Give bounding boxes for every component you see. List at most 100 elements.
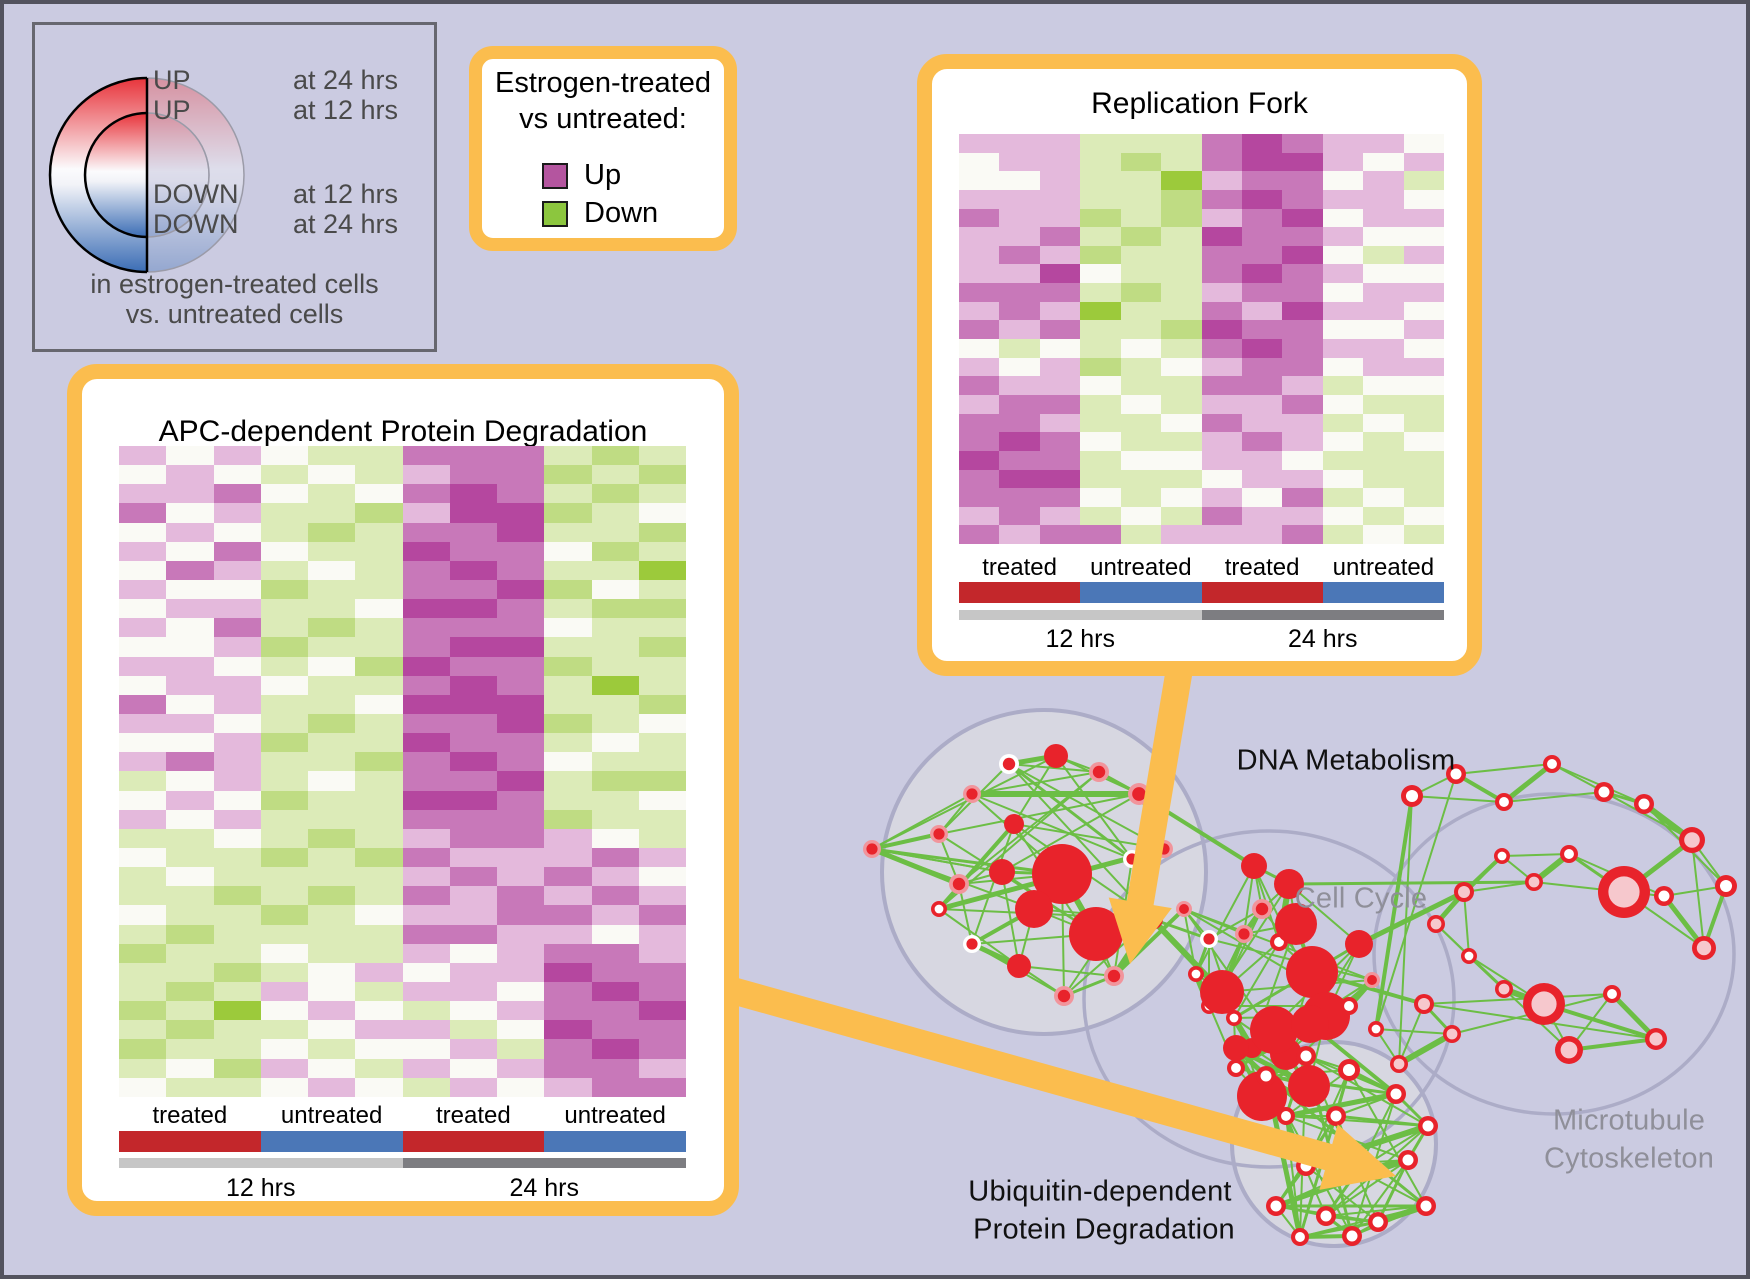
network-node xyxy=(1390,1088,1402,1100)
heatmap-cell xyxy=(999,227,1040,246)
heatmap-cell xyxy=(959,283,1000,302)
heatmap-cell xyxy=(999,357,1040,377)
heatmap-cell xyxy=(119,1077,167,1097)
heatmap-cell xyxy=(1201,283,1242,302)
heatmap-cell xyxy=(999,134,1040,153)
heatmap-cell xyxy=(999,283,1040,302)
heatmap-cell xyxy=(1363,488,1404,507)
heatmap-cell xyxy=(591,790,639,810)
network-node xyxy=(1497,851,1507,861)
heatmap-cell xyxy=(308,522,356,542)
heatmap-cell xyxy=(999,450,1040,470)
network-node xyxy=(1371,1024,1381,1034)
group-label: treated xyxy=(152,1102,228,1129)
heatmap-cell xyxy=(1403,432,1445,451)
heatmap-cell xyxy=(1161,394,1202,414)
heatmap-cell xyxy=(544,1001,592,1021)
heatmap-cell xyxy=(1322,301,1364,321)
network-node xyxy=(1229,1013,1239,1023)
heatmap-cell xyxy=(638,618,686,638)
heatmap-cell xyxy=(166,503,214,523)
cluster-microtubule xyxy=(1372,792,1736,1116)
heatmap-cell xyxy=(1403,413,1445,433)
heatmap-cell xyxy=(497,503,545,523)
heatmap-cell xyxy=(1201,171,1242,190)
network-node xyxy=(1275,903,1317,945)
heatmap-cell xyxy=(1363,469,1404,489)
heatmap-cell xyxy=(959,357,1000,377)
heatmap-cell xyxy=(213,579,261,600)
heatmap-cell xyxy=(260,905,308,925)
heatmap-cell xyxy=(1363,152,1404,172)
heatmap-cell xyxy=(1363,320,1404,340)
network-node xyxy=(1274,869,1304,899)
network-node xyxy=(1238,928,1250,940)
heatmap-cell xyxy=(638,560,686,580)
heatmap-cell xyxy=(402,541,450,561)
heatmap-cell xyxy=(959,450,1000,470)
heatmap-cell xyxy=(497,809,545,829)
heatmap-cell xyxy=(1363,245,1404,265)
heatmap-cell xyxy=(544,981,592,1002)
updown-legend-box: UP at 24 hrs UP at 12 hrs DOWN at 12 hrs… xyxy=(32,22,437,352)
heatmap-cell xyxy=(308,694,356,714)
heatmap-cell xyxy=(591,675,639,695)
heatmap-cell xyxy=(402,733,450,753)
heatmap-cell xyxy=(1403,208,1445,228)
heatmap-cell xyxy=(497,733,545,753)
network-edge xyxy=(938,793,1140,835)
heatmap-cell xyxy=(119,962,167,982)
heatmap-cell xyxy=(119,886,167,906)
heatmap-cell xyxy=(959,227,1000,246)
heatmap-cell xyxy=(1322,152,1364,172)
heatmap-cell xyxy=(1322,376,1364,395)
heatmap-cell xyxy=(1241,376,1283,395)
updown-word-3: DOWN xyxy=(153,179,239,209)
heatmap-cell xyxy=(1161,320,1202,340)
heatmap-cell xyxy=(355,579,403,600)
heatmap-cell xyxy=(449,943,497,963)
heatmap-cell xyxy=(1039,264,1081,284)
apc-degradation-panel: APC-dependent Protein Degradation treate… xyxy=(67,364,739,1216)
network-node xyxy=(1658,890,1670,902)
heatmap-cell xyxy=(449,1039,497,1059)
heatmap-cell xyxy=(260,981,308,1002)
heatmap-cell xyxy=(402,1058,450,1078)
network-edge xyxy=(1375,773,1457,1030)
network-node xyxy=(1547,759,1557,769)
heatmap-cell xyxy=(591,809,639,829)
heatmap-cell xyxy=(1039,134,1081,153)
heatmap-cell xyxy=(1080,264,1121,284)
network-edge xyxy=(871,848,1003,873)
estrogen-legend-box: Estrogen-treated vs untreated: Up Down xyxy=(469,46,737,251)
heatmap-cell xyxy=(638,1001,686,1021)
heatmap-cell xyxy=(959,376,1000,395)
heatmap-cell xyxy=(260,962,308,982)
heatmap-cell xyxy=(402,924,450,944)
network-node xyxy=(1446,1028,1458,1040)
heatmap-cell xyxy=(1241,357,1283,377)
apc-degradation-heatmap xyxy=(119,446,686,1097)
heatmap-cell xyxy=(1080,357,1121,377)
network-node xyxy=(1300,1050,1312,1062)
network-node xyxy=(1531,991,1557,1017)
heatmap-cell xyxy=(497,924,545,944)
heatmap-cell xyxy=(999,376,1040,395)
heatmap-cell xyxy=(119,733,167,753)
heatmap-cell xyxy=(1039,283,1081,302)
heatmap-cell xyxy=(308,828,356,848)
heatmap-cell xyxy=(213,847,261,868)
heatmap-cell xyxy=(1201,320,1242,340)
heatmap-cell xyxy=(1039,525,1081,545)
heatmap-cell xyxy=(959,394,1000,414)
heatmap-cell xyxy=(638,713,686,734)
network-edge xyxy=(1335,1093,1397,1117)
heatmap-cell xyxy=(1120,339,1162,358)
heatmap-cell xyxy=(591,503,639,523)
heatmap-cell xyxy=(1403,339,1445,358)
heatmap-cell xyxy=(1403,283,1445,302)
network-node xyxy=(1274,937,1284,947)
network-node xyxy=(1418,998,1430,1010)
network-edge xyxy=(1375,1028,1453,1035)
